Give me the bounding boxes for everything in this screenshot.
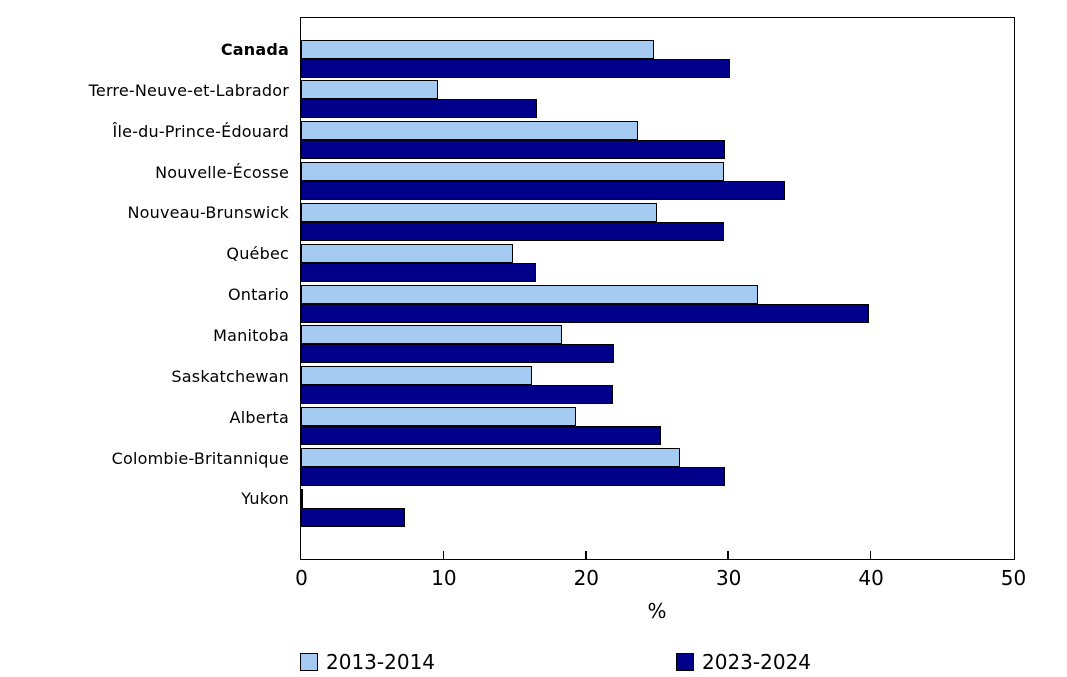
category-label: Alberta	[229, 407, 289, 427]
x-tick-label: 40	[858, 566, 884, 590]
x-tick-mark	[585, 551, 587, 559]
bar-2023-2024	[301, 262, 536, 282]
x-tick-label: 0	[295, 566, 308, 590]
category-label: Île-du-Prince-Édouard	[112, 121, 289, 141]
x-tick-mark	[442, 551, 445, 559]
plot-area	[300, 17, 1015, 560]
legend-item-2023-2024: 2023-2024	[676, 650, 811, 674]
category-label: Nouveau-Brunswick	[127, 203, 289, 223]
bar-2023-2024	[301, 467, 726, 486]
category-label: Colombie-Britannique	[111, 448, 289, 468]
x-tick-mark	[727, 551, 729, 559]
bar-2013-2014	[301, 202, 657, 222]
bar-2013-2014	[301, 366, 532, 386]
bar-2013-2014	[301, 162, 724, 182]
bar-2013-2014	[301, 284, 759, 304]
legend-item-2013-2014: 2013-2014	[300, 650, 435, 674]
legend-color-swatch-2013-2014	[300, 653, 318, 671]
bar-2023-2024	[301, 221, 724, 241]
bar-2013-2014	[301, 80, 438, 100]
bar-2023-2024	[301, 99, 538, 119]
category-label: Canada	[220, 40, 289, 59]
bar-2013-2014	[301, 39, 655, 59]
category-label: Ontario	[227, 285, 289, 305]
bar-2023-2024	[301, 507, 405, 527]
category-label: Yukon	[241, 489, 289, 509]
x-tick-label: 50	[1000, 566, 1027, 590]
bar-2013-2014	[301, 325, 562, 345]
legend-color-swatch-2023-2024	[676, 653, 694, 671]
bar-2023-2024	[301, 385, 613, 405]
bar-2013-2014	[301, 448, 680, 467]
x-tick-label: 20	[573, 566, 600, 590]
bar-2023-2024	[301, 58, 730, 78]
bar-2013-2014	[301, 121, 639, 141]
legend-label-2013-2014: 2013-2014	[326, 650, 436, 674]
legend-label-2023-2024: 2023-2024	[702, 650, 812, 674]
bar-2023-2024	[301, 426, 662, 446]
bar-2023-2024	[301, 181, 786, 201]
bar-2013-2014	[301, 243, 514, 263]
bar-2023-2024	[301, 303, 870, 323]
x-tick-label: 10	[431, 566, 457, 590]
x-tick-label: 30	[715, 566, 742, 590]
category-label: Québec	[226, 244, 289, 264]
bar-2013-2014	[301, 407, 576, 427]
category-label: Manitoba	[213, 325, 289, 345]
bar-2023-2024	[301, 344, 615, 364]
x-tick-mark	[869, 551, 872, 559]
category-label: Saskatchewan	[171, 366, 289, 386]
category-label: Terre-Neuve-et-Labrador	[88, 80, 289, 100]
bar-2013-2014	[301, 488, 303, 508]
bar-2023-2024	[301, 140, 726, 160]
category-label: Nouvelle-Écosse	[155, 162, 289, 182]
x-axis-title: %	[647, 599, 667, 623]
